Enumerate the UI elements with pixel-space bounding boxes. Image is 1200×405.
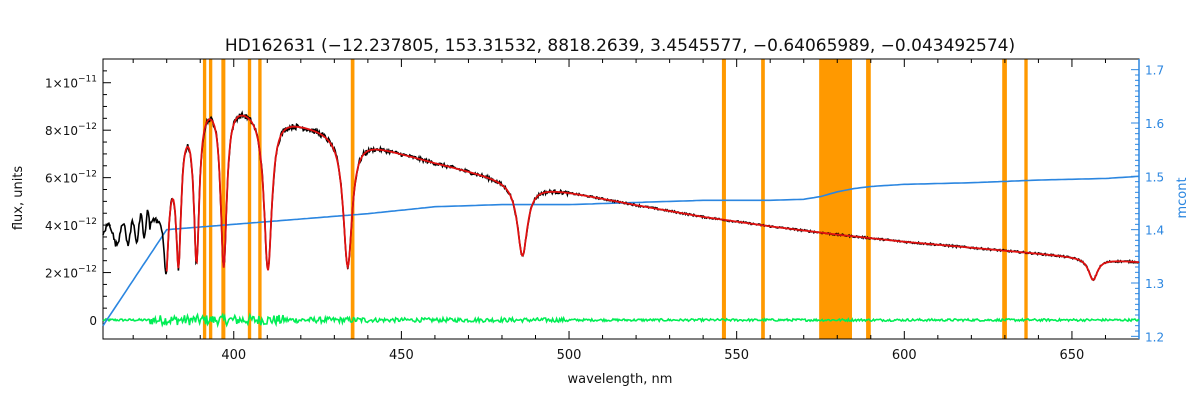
y-axis-label-left: flux, units xyxy=(11,166,26,231)
masked-region xyxy=(866,59,871,339)
y-right-tick-label: 1.2 xyxy=(1145,330,1164,344)
y-left-tick-exponent: −12 xyxy=(78,217,97,227)
y-left-tick-exponent: −11 xyxy=(78,75,97,85)
y-axis-label-right: mcont xyxy=(1175,177,1190,218)
y-left-tick-label: 4×10−12 xyxy=(45,217,97,233)
y-left-tick-label: 8×10−12 xyxy=(45,122,97,138)
y-left-tick-label: 2×10−12 xyxy=(45,265,97,281)
y-left-tick-exponent: −12 xyxy=(78,265,97,275)
y-left-tick-label: 6×10−12 xyxy=(45,170,97,186)
masked-region xyxy=(819,59,853,339)
masked-region xyxy=(247,59,252,339)
y-left-tick-label: 0 xyxy=(89,314,97,328)
masked-region xyxy=(221,59,226,339)
y-right-tick-label: 1.6 xyxy=(1145,117,1164,131)
x-tick-label: 550 xyxy=(724,348,749,363)
x-tick-label: 400 xyxy=(221,348,246,363)
masked-region xyxy=(1002,59,1007,339)
model-spectrum-line xyxy=(165,114,1140,281)
masked-region xyxy=(761,59,765,339)
masked-region xyxy=(258,59,262,339)
x-tick-label: 450 xyxy=(389,348,414,363)
x-tick-label: 500 xyxy=(557,348,582,363)
x-tick-label: 650 xyxy=(1060,348,1085,363)
y-left-tick-mantissa: 8×10 xyxy=(45,124,78,138)
y-left-tick-mantissa: 6×10 xyxy=(45,172,78,186)
y-right-tick-label: 1.3 xyxy=(1145,277,1164,291)
y-left-tick-mantissa: 4×10 xyxy=(45,219,78,233)
chart-title: HD162631 (−12.237805, 153.31532, 8818.26… xyxy=(225,36,1015,56)
x-tick-label: 600 xyxy=(892,348,917,363)
y-left-tick-mantissa: 1×10 xyxy=(45,77,78,91)
y-right-tick-label: 1.5 xyxy=(1145,170,1164,184)
y-left-tick-label: 1×10−11 xyxy=(45,75,97,91)
residuals-line xyxy=(102,312,1140,329)
y-left-tick-mantissa: 2×10 xyxy=(45,267,78,281)
masked-region xyxy=(202,59,207,339)
y-left-tick-exponent: −12 xyxy=(78,170,97,180)
masked-region xyxy=(721,59,726,339)
y-left-tick-exponent: −12 xyxy=(78,122,97,132)
x-axis-label: wavelength, nm xyxy=(568,372,673,387)
masked-region xyxy=(208,59,213,339)
y-right-tick-label: 1.4 xyxy=(1145,224,1164,238)
masked-region xyxy=(1024,59,1028,339)
y-right-tick-label: 1.7 xyxy=(1145,64,1164,78)
